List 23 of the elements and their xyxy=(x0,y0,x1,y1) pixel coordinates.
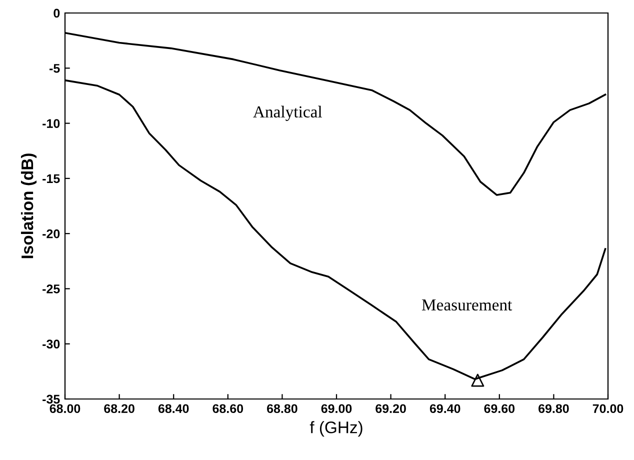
x-tick-label: 69.60 xyxy=(484,404,515,414)
x-axis-title: f (GHz) xyxy=(310,421,362,437)
y-tick-label: -30 xyxy=(42,340,60,349)
x-tick-label: 68.40 xyxy=(158,404,189,414)
x-tick-label: 69.20 xyxy=(376,404,406,414)
y-tick-label: -5 xyxy=(50,64,60,73)
x-tick-label: 68.80 xyxy=(267,404,298,414)
y-tick-label: 0 xyxy=(54,8,60,18)
series-label: Measurement xyxy=(422,299,512,311)
x-tick-label: 69.80 xyxy=(538,404,569,414)
x-tick-label: 70.00 xyxy=(592,404,624,414)
y-tick-label: -10 xyxy=(42,119,60,128)
x-tick-label: 69.00 xyxy=(321,404,352,414)
series-label: Analytical xyxy=(253,106,322,121)
y-axis-title: Isolation (dB) xyxy=(20,154,37,258)
x-tick-label: 69.40 xyxy=(430,404,460,414)
x-tick-label: 68.00 xyxy=(50,404,80,414)
y-tick-label: -25 xyxy=(42,284,60,294)
y-tick-label: -20 xyxy=(42,229,60,238)
y-tick-label: -15 xyxy=(42,174,60,184)
x-tick-label: 68.60 xyxy=(212,404,244,414)
x-tick-label: 68.20 xyxy=(104,404,134,414)
y-tick-label: -35 xyxy=(42,394,60,404)
